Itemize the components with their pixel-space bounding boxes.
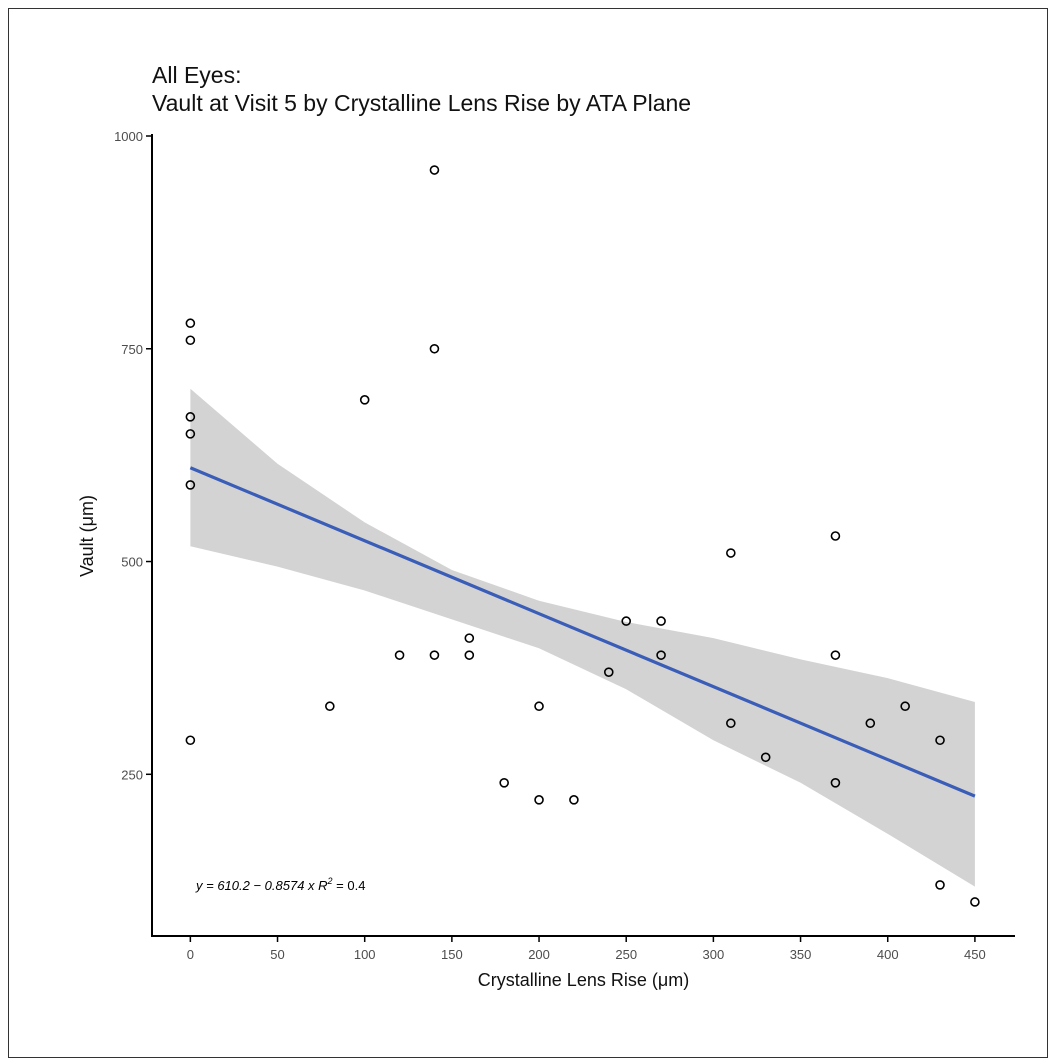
data-point [185,480,196,490]
data-point [935,880,945,890]
data-point [185,318,196,329]
data-point [656,650,666,660]
data-point [394,650,405,660]
x-axis-title: Crystalline Lens Rise (μm) [478,970,689,990]
x-tick-label: 250 [615,947,637,962]
data-point [534,795,544,805]
data-point [935,735,945,746]
data-point [726,718,736,729]
data-point [429,343,440,354]
x-tick-label: 0 [187,947,194,962]
confidence-band-layer [190,388,975,887]
data-point [499,778,509,788]
equation-superscript: 2 [327,876,333,886]
axes-layer: 0 50 100 150 200 250 300 350 400 450 250 500 750 1000 [114,129,1015,962]
data-point [185,412,196,422]
data-point [325,701,335,712]
data-point [830,778,841,788]
data-point [429,165,440,175]
regression-equation: y = 610.2 − 0.8574 x R2 = 0.4 [195,876,365,893]
x-tick-label: 150 [441,947,463,962]
equation-main: y = 610.2 − 0.8574 x R [195,878,328,893]
x-tick-label: 50 [270,947,284,962]
y-tick-label: 250 [121,767,143,782]
chart-subtitle: Vault at Visit 5 by Crystalline Lens Ris… [152,90,692,116]
confidence-band [190,388,975,887]
x-tick-label: 300 [703,947,725,962]
data-point [760,752,771,763]
data-point [726,548,736,558]
data-point [830,650,841,660]
x-tick-label: 400 [877,947,899,962]
equation-suffix: = 0.4 [333,878,366,893]
data-point [621,616,632,626]
data-point [464,650,475,660]
data-point [185,429,196,439]
points-layer [185,165,980,907]
y-tick-label: 750 [121,342,143,357]
data-point [830,531,841,541]
x-tick-label: 200 [528,947,550,962]
data-point [569,795,579,805]
data-point [185,335,196,346]
y-tick-label: 500 [121,555,143,570]
regression-line-layer [189,466,976,798]
figure-frame [8,8,1048,1058]
data-point [359,395,370,405]
data-point [656,616,666,626]
x-tick-label: 350 [790,947,812,962]
data-point [603,667,614,677]
x-tick-label: 100 [354,947,376,962]
data-point [429,650,440,660]
data-point [970,897,980,907]
x-tick-label: 450 [964,947,986,962]
y-axis-title: Vault (μm) [77,495,97,577]
regression-line [189,466,976,798]
data-point [900,701,910,712]
y-tick-label: 1000 [114,129,143,144]
data-point [464,633,475,643]
chart-title: All Eyes: [152,62,242,88]
data-point [185,735,196,746]
data-point [865,718,876,729]
data-point [534,701,544,712]
